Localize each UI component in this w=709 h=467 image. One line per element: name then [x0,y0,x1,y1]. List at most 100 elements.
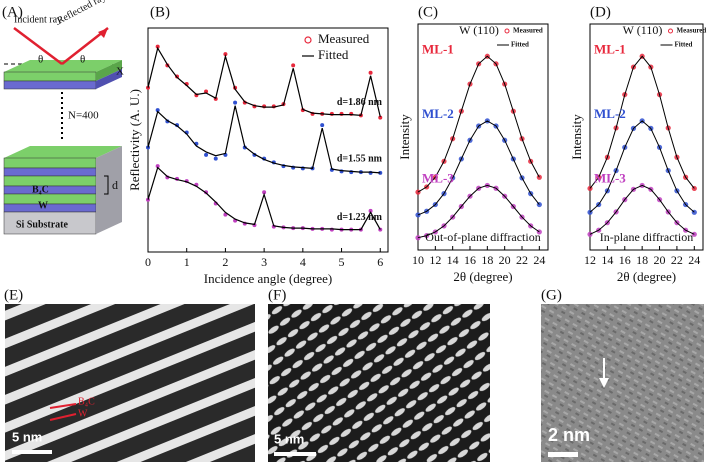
measured-point [300,108,305,113]
legend-marker [668,28,673,34]
measured-point [204,89,209,94]
x-tick-label: 24 [533,253,545,267]
x-tick-label: 12 [584,253,596,267]
legend-marker [504,28,510,34]
tem-image [268,304,490,462]
panel-g: (G) 2 nm [541,287,704,462]
x-tick-label: 18 [481,253,493,267]
x-axis-label: Incidence angle (degree) [204,271,332,286]
label: Reflected ray [55,0,107,27]
layer [3,80,97,90]
x-axis-label: 2θ (degree) [617,269,676,284]
plot-frame [147,27,389,253]
measured-point [213,156,218,161]
panel-label: (G) [541,287,562,303]
fitted-line [417,120,540,216]
series-label: ML-2 [594,106,626,121]
label: N=400 [68,110,99,122]
x-tick-label: 5 [339,255,345,269]
x-tick-label: 24 [688,253,700,267]
panel-e: (E) B₄C W 5 nm [4,287,255,462]
measured-point [146,197,150,202]
measured-point [320,123,325,128]
x-axis-label: 2θ (degree) [453,269,512,284]
measured-point [329,111,334,116]
x-tick-label: 0 [145,255,151,269]
legend-label: Measured [318,31,370,46]
x-tick-label: 16 [619,253,631,267]
legend-label: Measured [513,27,543,35]
stack [3,146,122,235]
plot-frame [589,23,704,251]
fitted-line [147,166,381,231]
panel-label: (B) [150,4,170,20]
fitted-line [589,120,695,213]
legend-marker [304,36,312,44]
measured-point [536,174,542,180]
measured-point [155,164,160,169]
scale-bar [274,452,316,456]
layer [4,60,122,72]
x-tick-label: 14 [447,253,459,267]
label: X [116,66,124,78]
label: B₄C [78,396,95,407]
x-tick-label: 12 [429,253,441,267]
panel-label: (C) [418,4,438,20]
plot-frame [417,23,549,251]
measured-point [204,152,209,157]
measured-point [415,235,421,241]
arrowhead [98,28,108,38]
legend-label: Fitted [318,47,349,62]
incident-ray [13,27,63,65]
panel-label: (A) [2,4,23,20]
label: B₄C [32,184,49,195]
measured-point [368,170,373,175]
layer [96,69,122,89]
fitted-line [147,105,381,174]
label: W [78,408,88,419]
series-label: ML-1 [422,41,454,56]
x-tick-label: 1 [184,255,190,269]
scale-label: 5 nm [12,429,42,444]
scale-label: 5 nm [274,431,304,446]
measured-point [146,85,150,90]
fitted-line [147,46,381,118]
panel-f: (F) 5 nm [268,287,490,462]
bracket [104,175,109,195]
x-tick-label: 20 [654,253,666,267]
scale-label: 2 nm [548,425,590,445]
layer [3,71,97,82]
measured-point [368,208,373,213]
label: Incident ray [14,14,62,25]
peak-label: W (110) [623,23,663,37]
series-label: ML-3 [594,170,626,185]
x-tick-label: 2 [222,255,228,269]
panel-label: (F) [268,287,286,303]
x-tick-label: 22 [671,253,683,267]
panel-a: (A) Incident ray Reflected ray θ θ X N=4… [2,0,124,235]
x-tick-label: 18 [636,253,648,267]
measured-point [415,189,421,195]
scale-bar [548,452,578,457]
measured-point [262,190,267,195]
measured-point [242,145,247,150]
panel-label: (E) [4,287,23,303]
fitted-line [417,184,540,239]
panel-label: (D) [590,4,611,20]
x-tick-label: 10 [412,253,424,267]
measured-point [339,111,344,116]
series-label: ML-1 [594,41,626,56]
y-axis-label: Reflectivity (A. U.) [127,89,142,191]
label: W [38,200,48,211]
fitted-line [417,55,540,193]
label: θ [38,54,43,66]
arrow [49,413,77,421]
measured-point [378,115,383,120]
measured-point [291,63,296,68]
measured-point [368,70,373,75]
scale-bar [12,450,52,454]
legend-label: Fitted [511,41,529,49]
measured-point [155,108,160,113]
note: Out-of-plane diffraction [425,230,540,244]
